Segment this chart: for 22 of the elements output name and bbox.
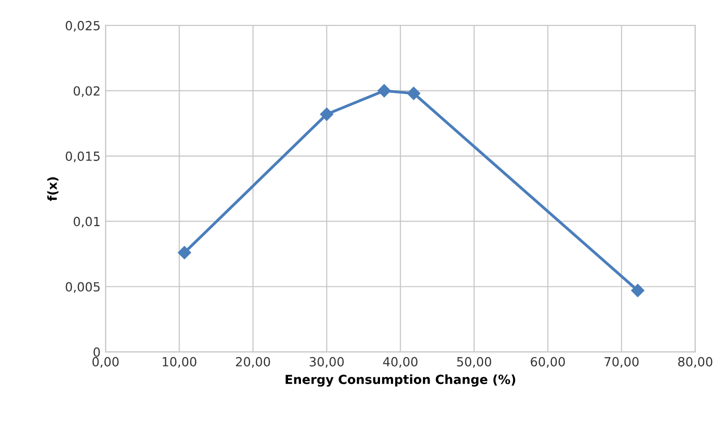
point: [407, 86, 420, 100]
x-tick-label: 40,00: [383, 357, 418, 368]
x-axis-title: Energy Consumption Change (%): [286, 374, 516, 387]
y-tick-label: 0,02: [74, 86, 100, 97]
point: [320, 108, 334, 121]
y-tick-label: 0,025: [66, 20, 100, 32]
y-tick-label: 0,005: [66, 282, 100, 293]
x-tick-label: 70,00: [604, 357, 639, 368]
x-tick-label: 0,00: [92, 357, 119, 368]
point: [631, 284, 644, 298]
point: [378, 84, 391, 98]
x-tick-label: 60,00: [530, 357, 565, 368]
x-tick-label: 30,00: [310, 357, 344, 368]
x-tick-label: 20,00: [236, 357, 270, 368]
x-tick-label: 50,00: [457, 357, 492, 368]
x-tick-label: 80,00: [678, 357, 712, 368]
y-tick-label: 0,015: [66, 152, 100, 162]
x-tick-label: 10,00: [162, 357, 196, 368]
y-axis-title: f(x): [47, 177, 58, 201]
point: [178, 246, 192, 260]
y-tick-label: 0: [94, 347, 100, 357]
y-tick-label: 0,01: [74, 216, 100, 228]
